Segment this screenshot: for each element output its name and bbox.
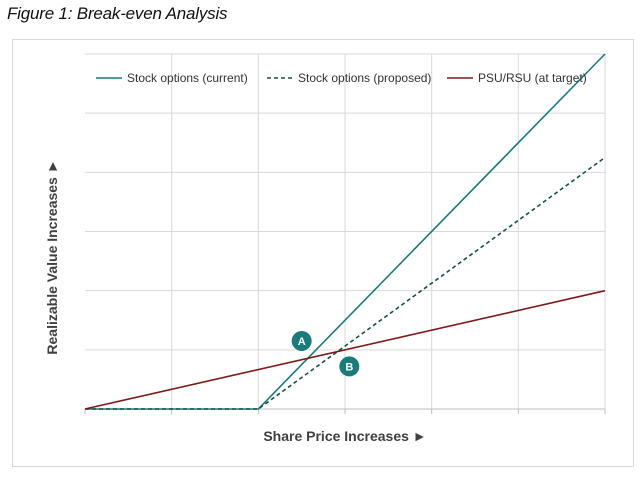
grid-lines <box>85 53 606 409</box>
figure-title: Figure 1: Break-even Analysis <box>7 4 228 23</box>
annotation-label-b: B <box>345 361 353 373</box>
series-line-3 <box>84 289 606 410</box>
legend: Stock options (current) Stock options (pr… <box>96 71 587 85</box>
legend-label-2: Stock options (proposed) <box>298 71 431 85</box>
annotation-layer: AB <box>291 330 360 377</box>
annotation-marker-a <box>291 330 312 351</box>
annotation-label-a: A <box>298 336 306 348</box>
legend-label-1: Stock options (current) <box>127 71 248 85</box>
chart-frame <box>12 39 634 467</box>
legend-label-3: PSU/RSU (at target) <box>478 71 587 85</box>
series-layer <box>84 53 606 410</box>
y-axis-title: Realizable Value Increases ► <box>44 159 60 354</box>
x-axis-title: Share Price Increases ► <box>263 428 426 444</box>
annotation-marker-b <box>339 356 360 377</box>
series-line-2 <box>85 156 606 410</box>
